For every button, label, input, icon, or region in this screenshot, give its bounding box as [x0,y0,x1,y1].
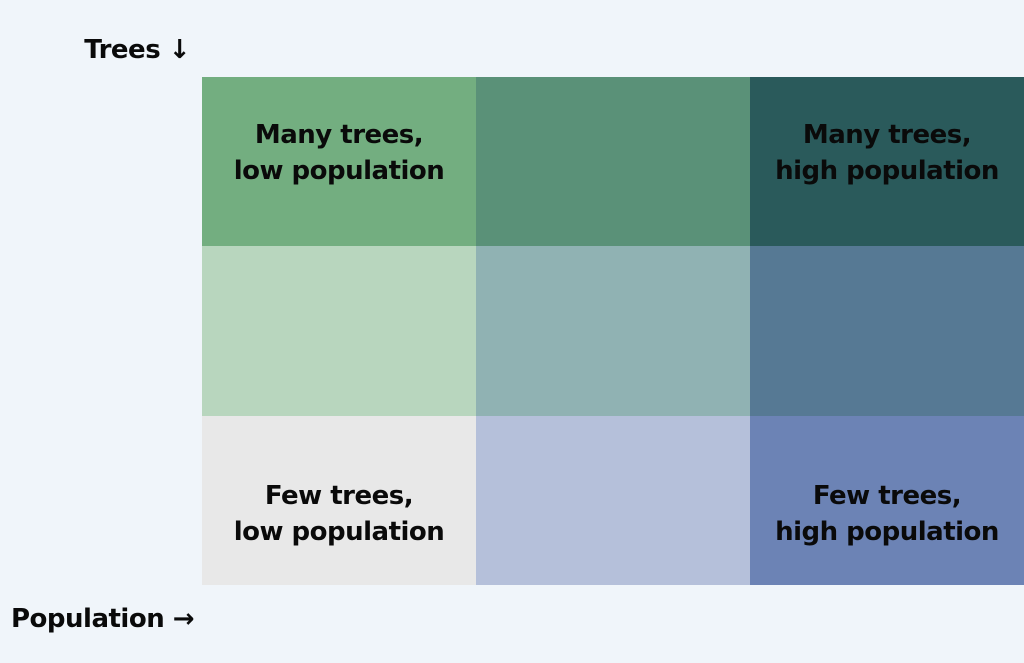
legend-cell-label: Few trees, low population [233,480,445,547]
legend-cell-mid-trees-mid-pop [476,246,750,416]
legend-cell-mid-trees-low-pop [202,246,476,416]
legend-cell-label: Many trees, low population [233,119,445,186]
bivariate-legend-grid: Many trees, low population Many trees, hi… [202,77,1024,585]
legend-cell-high-trees-low-pop: Many trees, low population [202,77,476,246]
legend-cell-label: Few trees, high population [775,480,999,547]
y-axis-label: Trees ↓ [84,35,190,65]
legend-cell-low-trees-mid-pop [476,416,750,585]
legend-cell-low-trees-high-pop: Few trees, high population [750,416,1024,585]
x-axis-label: Population → [11,604,195,634]
legend-cell-label: Many trees, high population [775,119,999,186]
legend-cell-low-trees-low-pop: Few trees, low population [202,416,476,585]
legend-cell-high-trees-high-pop: Many trees, high population [750,77,1024,246]
legend-cell-mid-trees-high-pop [750,246,1024,416]
legend-cell-high-trees-mid-pop [476,77,750,246]
